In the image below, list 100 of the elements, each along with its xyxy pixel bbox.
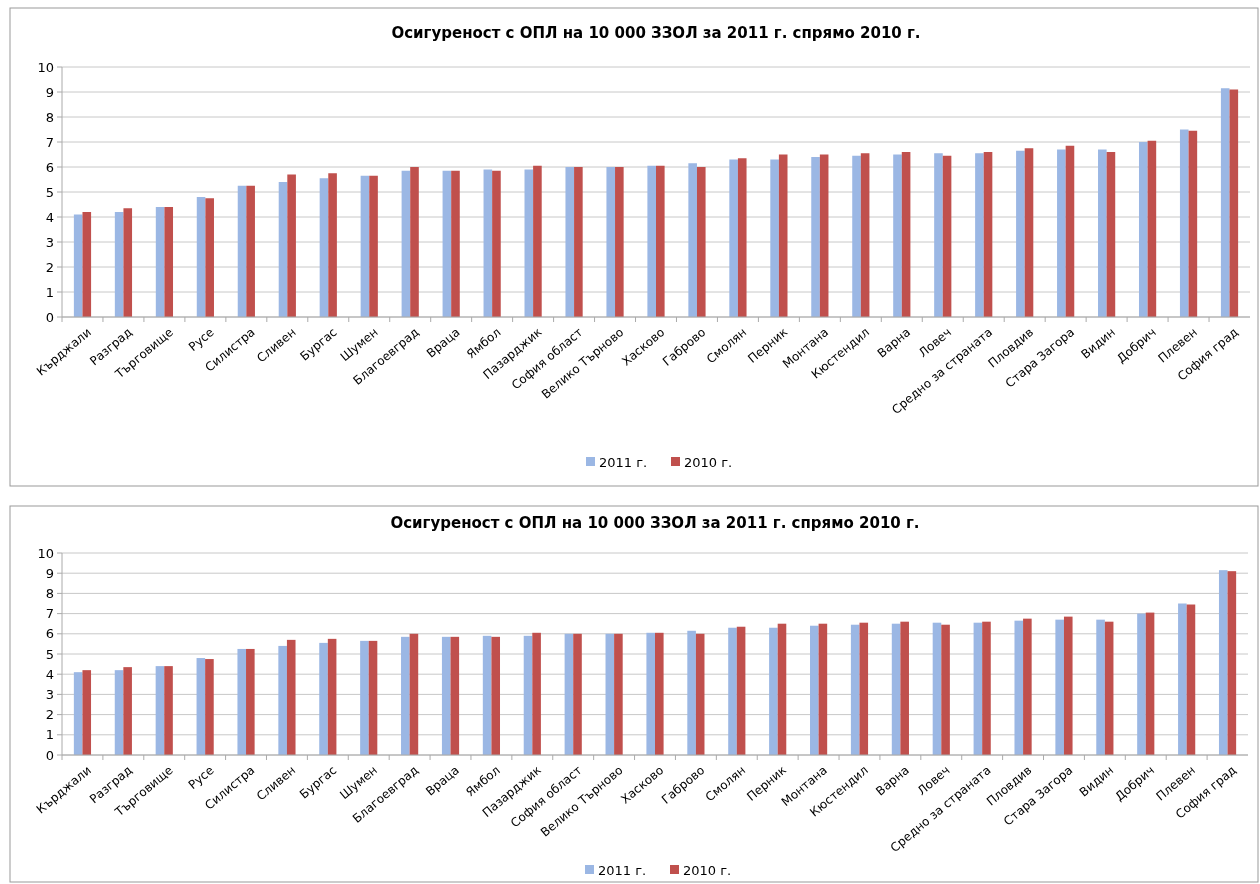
- bar: [688, 163, 697, 317]
- y-tick-label: 0: [45, 309, 54, 325]
- bar: [409, 633, 419, 755]
- bar: [818, 623, 828, 755]
- bar: [205, 659, 214, 755]
- y-tick-label: 9: [45, 565, 54, 581]
- bar: [893, 154, 902, 317]
- bar: [695, 633, 705, 755]
- bar: [850, 624, 860, 755]
- bar: [368, 640, 378, 755]
- bar: [164, 666, 173, 755]
- bar: [369, 175, 378, 317]
- bar: [196, 658, 206, 755]
- bar: [237, 185, 247, 317]
- y-tick-label: 2: [45, 707, 54, 723]
- bar: [1138, 142, 1148, 317]
- bar: [278, 182, 288, 317]
- y-tick-label: 7: [45, 606, 54, 622]
- bar: [360, 640, 369, 755]
- y-tick-label: 8: [45, 109, 54, 125]
- bar: [319, 178, 329, 317]
- bar: [859, 622, 869, 755]
- y-tick-label: 7: [45, 134, 54, 150]
- y-tick-label: 1: [45, 727, 54, 743]
- bar: [655, 632, 664, 755]
- bar: [770, 159, 779, 317]
- bar: [441, 636, 451, 755]
- y-tick-label: 5: [45, 646, 54, 662]
- bar: [523, 635, 533, 755]
- bar: [246, 648, 255, 755]
- bar: [533, 165, 542, 317]
- bar: [942, 155, 952, 317]
- bar: [605, 633, 615, 755]
- bar: [278, 645, 287, 755]
- bar: [1188, 130, 1198, 317]
- bar: [737, 158, 747, 317]
- bar: [777, 623, 787, 755]
- legend-label: 2011 г.: [599, 454, 648, 470]
- y-tick-label: 10: [37, 545, 54, 561]
- bar: [246, 185, 255, 317]
- y-tick-label: 1: [45, 284, 54, 300]
- bar: [1065, 145, 1075, 317]
- bar: [1016, 150, 1025, 317]
- bar: [73, 672, 83, 755]
- bar: [646, 632, 655, 755]
- bar: [728, 627, 737, 755]
- bar: [287, 174, 296, 317]
- bar: [1227, 571, 1237, 755]
- bar: [614, 633, 623, 755]
- bar: [819, 154, 829, 317]
- bar: [442, 170, 452, 317]
- bar: [1179, 129, 1189, 317]
- bar: [1137, 613, 1146, 755]
- chart-title: Осигуреност с ОПЛ на 10 000 ЗЗОЛ за 2011 г. спрямо 2010 г.: [390, 514, 920, 532]
- bar: [1220, 88, 1230, 317]
- bar: [1145, 612, 1155, 755]
- bar: [328, 173, 337, 317]
- bar: [973, 622, 983, 755]
- bar: [810, 625, 819, 755]
- bar: [114, 670, 124, 755]
- bar: [155, 666, 165, 755]
- bar: [860, 153, 870, 317]
- bar: [1096, 619, 1105, 755]
- bar: [451, 170, 460, 317]
- bar: [164, 207, 174, 317]
- y-tick-label: 3: [45, 686, 54, 702]
- bar: [491, 636, 500, 755]
- bar: [932, 622, 942, 755]
- bar: [1106, 152, 1116, 317]
- bar: [975, 153, 984, 317]
- bar: [482, 635, 492, 755]
- bar: [573, 633, 582, 755]
- bar: [574, 167, 583, 317]
- bar: [1057, 149, 1066, 317]
- bar: [114, 212, 124, 317]
- bar: [1147, 140, 1157, 317]
- bar: [155, 207, 165, 317]
- bar: [327, 638, 337, 755]
- bar: [492, 170, 501, 317]
- bar: [941, 624, 950, 755]
- bar: [1178, 603, 1187, 755]
- bar: [524, 169, 534, 317]
- bar: [736, 626, 746, 755]
- bar: [205, 198, 214, 317]
- y-tick-label: 0: [45, 747, 54, 763]
- bar: [565, 167, 575, 317]
- bar: [891, 623, 901, 755]
- bar: [778, 154, 788, 317]
- bar: [1024, 148, 1034, 317]
- y-tick-label: 6: [45, 626, 54, 642]
- bar: [196, 197, 206, 317]
- bar: [483, 169, 493, 317]
- bar: [123, 208, 133, 317]
- bar: [1229, 89, 1239, 317]
- legend-label: 2010 г.: [684, 454, 733, 470]
- bar: [606, 167, 616, 317]
- y-tick-label: 3: [45, 234, 54, 250]
- bar: [73, 214, 83, 317]
- y-tick-label: 2: [45, 259, 54, 275]
- bar: [687, 630, 696, 755]
